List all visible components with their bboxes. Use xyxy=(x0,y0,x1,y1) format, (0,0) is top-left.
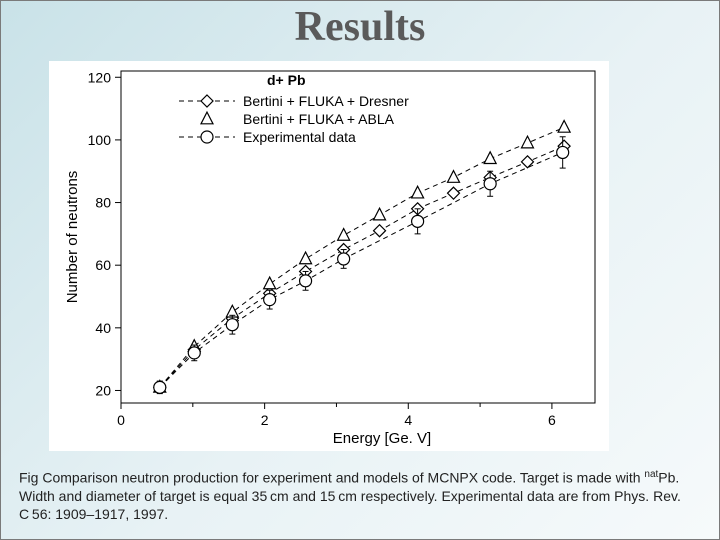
svg-text:Number of neutrons: Number of neutrons xyxy=(64,171,81,304)
figure-caption: Fig Comparison neutron production for ex… xyxy=(19,468,701,523)
svg-text:d+ Pb: d+ Pb xyxy=(267,72,306,88)
slide: Results 20406080100120Number of neutrons… xyxy=(0,0,720,540)
svg-text:4: 4 xyxy=(404,412,412,428)
svg-text:Bertini + FLUKA + ABLA: Bertini + FLUKA + ABLA xyxy=(243,111,395,127)
svg-text:6: 6 xyxy=(548,412,556,428)
chart-container: 20 40 60 80 100 120 Number of neutrons 0 2 4 6 Ener… xyxy=(49,61,609,451)
svg-text:2: 2 xyxy=(261,412,269,428)
svg-text:60: 60 xyxy=(95,257,111,273)
svg-text:40: 40 xyxy=(95,320,111,336)
svg-text:100: 100 xyxy=(88,132,112,148)
neutron-production-chart: 20 40 60 80 100 120 Number of neutrons 0 2 4 6 Ener… xyxy=(49,61,609,451)
svg-text:120: 120 xyxy=(88,69,112,85)
svg-text:Bertini + FLUKA + Dresner: Bertini + FLUKA + Dresner xyxy=(243,93,409,109)
slide-title: Results xyxy=(1,3,719,51)
svg-text:Experimental data: Experimental data xyxy=(243,129,356,145)
svg-text:0: 0 xyxy=(117,412,125,428)
svg-text:20: 20 xyxy=(95,382,111,398)
svg-text:Energy [Ge. V]: Energy [Ge. V] xyxy=(333,430,431,447)
svg-text:80: 80 xyxy=(95,195,111,211)
